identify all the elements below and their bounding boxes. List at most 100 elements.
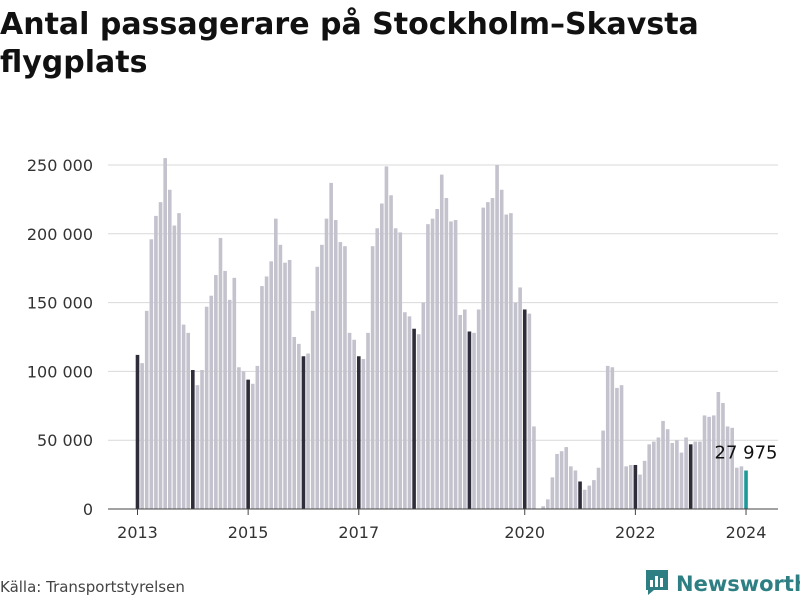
bar bbox=[250, 383, 255, 509]
y-tick-label: 150 000 bbox=[27, 294, 93, 313]
x-tick-label: 2017 bbox=[338, 523, 379, 542]
bar bbox=[711, 415, 716, 509]
y-tick-label: 200 000 bbox=[27, 225, 93, 244]
bar bbox=[347, 332, 352, 509]
bar bbox=[352, 339, 356, 509]
bar bbox=[361, 359, 366, 509]
bar bbox=[218, 237, 223, 509]
bar bbox=[158, 202, 163, 509]
bar bbox=[615, 387, 619, 509]
bar-january bbox=[191, 370, 195, 509]
bar bbox=[472, 332, 476, 509]
bar-january bbox=[301, 356, 306, 509]
bar-january bbox=[578, 481, 582, 509]
x-axis-ticks: 2013 2015 2017 2020 2022 2024 bbox=[117, 509, 766, 542]
bar bbox=[504, 214, 509, 510]
bar bbox=[444, 198, 449, 509]
bar bbox=[186, 332, 191, 509]
bar bbox=[573, 470, 578, 509]
bar bbox=[260, 286, 264, 509]
bar bbox=[476, 309, 481, 509]
bar bbox=[559, 451, 564, 509]
bar bbox=[407, 316, 412, 509]
bar bbox=[241, 371, 246, 509]
bar bbox=[592, 480, 596, 509]
bar bbox=[675, 440, 679, 509]
bar bbox=[310, 310, 315, 509]
bar bbox=[324, 218, 329, 509]
latest-value-label: 27 975 bbox=[715, 443, 778, 464]
bar bbox=[458, 314, 462, 509]
bar bbox=[499, 189, 504, 509]
bar bbox=[725, 426, 730, 509]
bar bbox=[163, 158, 167, 509]
bar bbox=[490, 198, 495, 509]
bar bbox=[739, 466, 744, 509]
bar bbox=[389, 195, 393, 509]
x-tick-label: 2013 bbox=[117, 523, 158, 542]
newsworthy-logo-icon bbox=[644, 568, 670, 600]
bar bbox=[463, 309, 467, 509]
bar bbox=[453, 220, 458, 510]
bar bbox=[735, 467, 739, 509]
bar bbox=[380, 203, 384, 509]
bar bbox=[375, 228, 380, 510]
bar bbox=[564, 447, 569, 509]
bar bbox=[527, 313, 532, 509]
brand-name: Newsworthy bbox=[676, 572, 800, 596]
bar-january bbox=[688, 444, 693, 509]
bar bbox=[430, 218, 435, 509]
bar bbox=[195, 385, 200, 509]
bar-latest bbox=[744, 470, 748, 509]
bar bbox=[532, 426, 536, 509]
bar bbox=[481, 207, 486, 509]
bar-january bbox=[246, 379, 250, 509]
bar bbox=[167, 189, 172, 509]
x-tick-label: 2024 bbox=[726, 523, 767, 542]
bar bbox=[569, 466, 573, 509]
y-tick-label: 50 000 bbox=[37, 431, 93, 450]
bar bbox=[338, 242, 343, 509]
y-axis-ticks: 0 50 000 100 000 150 000 200 000 250 000 bbox=[27, 156, 93, 519]
bar bbox=[439, 174, 444, 509]
bar bbox=[679, 452, 684, 509]
bar bbox=[403, 312, 407, 509]
bar bbox=[587, 485, 592, 509]
bar bbox=[435, 209, 439, 509]
bar-january bbox=[633, 464, 638, 509]
bar bbox=[232, 277, 237, 509]
bar bbox=[384, 166, 389, 509]
bar-january bbox=[135, 354, 140, 509]
bar bbox=[605, 365, 610, 509]
bar bbox=[366, 332, 370, 509]
bar bbox=[297, 343, 301, 509]
bar bbox=[707, 416, 711, 509]
x-tick-label: 2020 bbox=[504, 523, 545, 542]
bar bbox=[642, 460, 647, 509]
bars bbox=[135, 158, 748, 510]
bar bbox=[227, 299, 232, 509]
bar-january bbox=[356, 356, 361, 509]
bar-january bbox=[522, 309, 527, 509]
bar bbox=[343, 246, 347, 509]
bar bbox=[421, 302, 426, 509]
bar bbox=[647, 444, 652, 509]
bar bbox=[721, 403, 725, 509]
bar bbox=[315, 266, 320, 509]
bar bbox=[181, 324, 186, 509]
bar bbox=[223, 270, 227, 509]
bar bbox=[486, 202, 490, 509]
bar-january bbox=[412, 328, 416, 509]
bar bbox=[670, 442, 675, 509]
page-title: Antal passagerare på Stockholm–Skavsta f… bbox=[0, 7, 699, 80]
bar bbox=[656, 437, 661, 509]
bar bbox=[665, 429, 670, 509]
bar bbox=[292, 337, 297, 509]
bar bbox=[596, 467, 601, 509]
bar bbox=[200, 370, 204, 509]
bar bbox=[274, 218, 278, 509]
brand-logo[interactable]: Newsworthy bbox=[644, 568, 800, 600]
bar bbox=[582, 489, 587, 509]
bar bbox=[730, 427, 734, 509]
